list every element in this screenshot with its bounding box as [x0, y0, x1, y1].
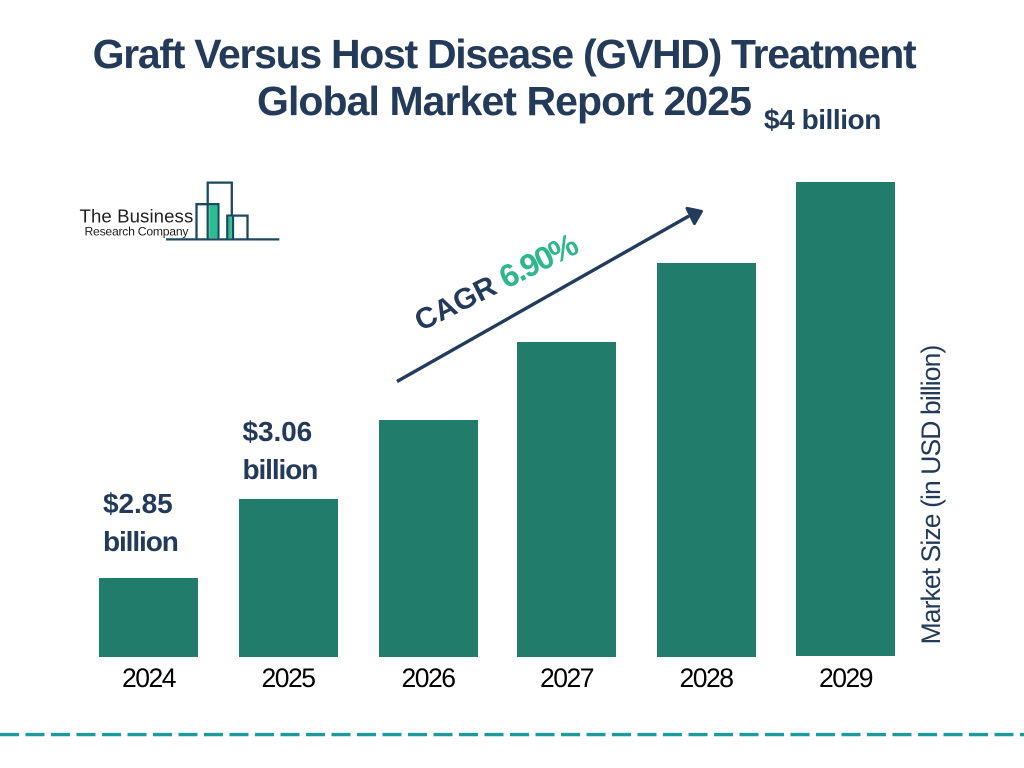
svg-text:Research Company: Research Company — [85, 225, 190, 239]
svg-text:The Business: The Business — [80, 205, 194, 226]
svg-text:CAGR 6.90%: CAGR 6.90% — [408, 226, 583, 338]
